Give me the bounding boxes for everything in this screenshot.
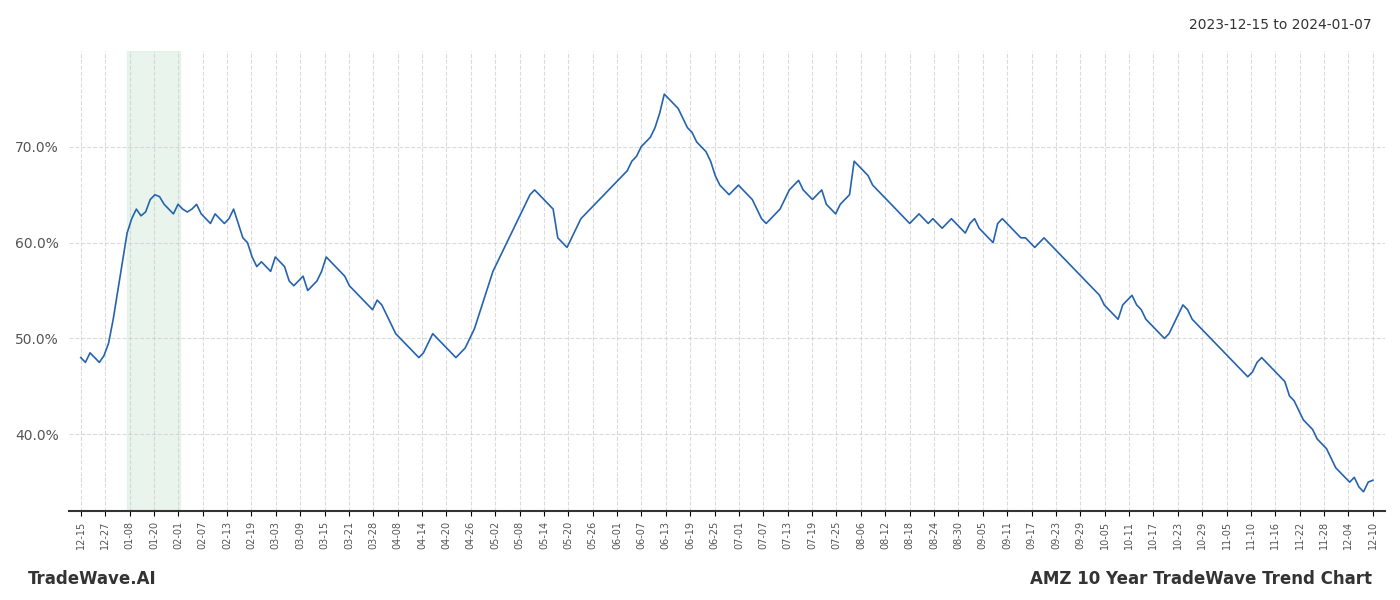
Text: AMZ 10 Year TradeWave Trend Chart: AMZ 10 Year TradeWave Trend Chart: [1030, 570, 1372, 588]
Bar: [127, 51, 179, 511]
Text: TradeWave.AI: TradeWave.AI: [28, 570, 157, 588]
Text: 2023-12-15 to 2024-01-07: 2023-12-15 to 2024-01-07: [1190, 18, 1372, 32]
